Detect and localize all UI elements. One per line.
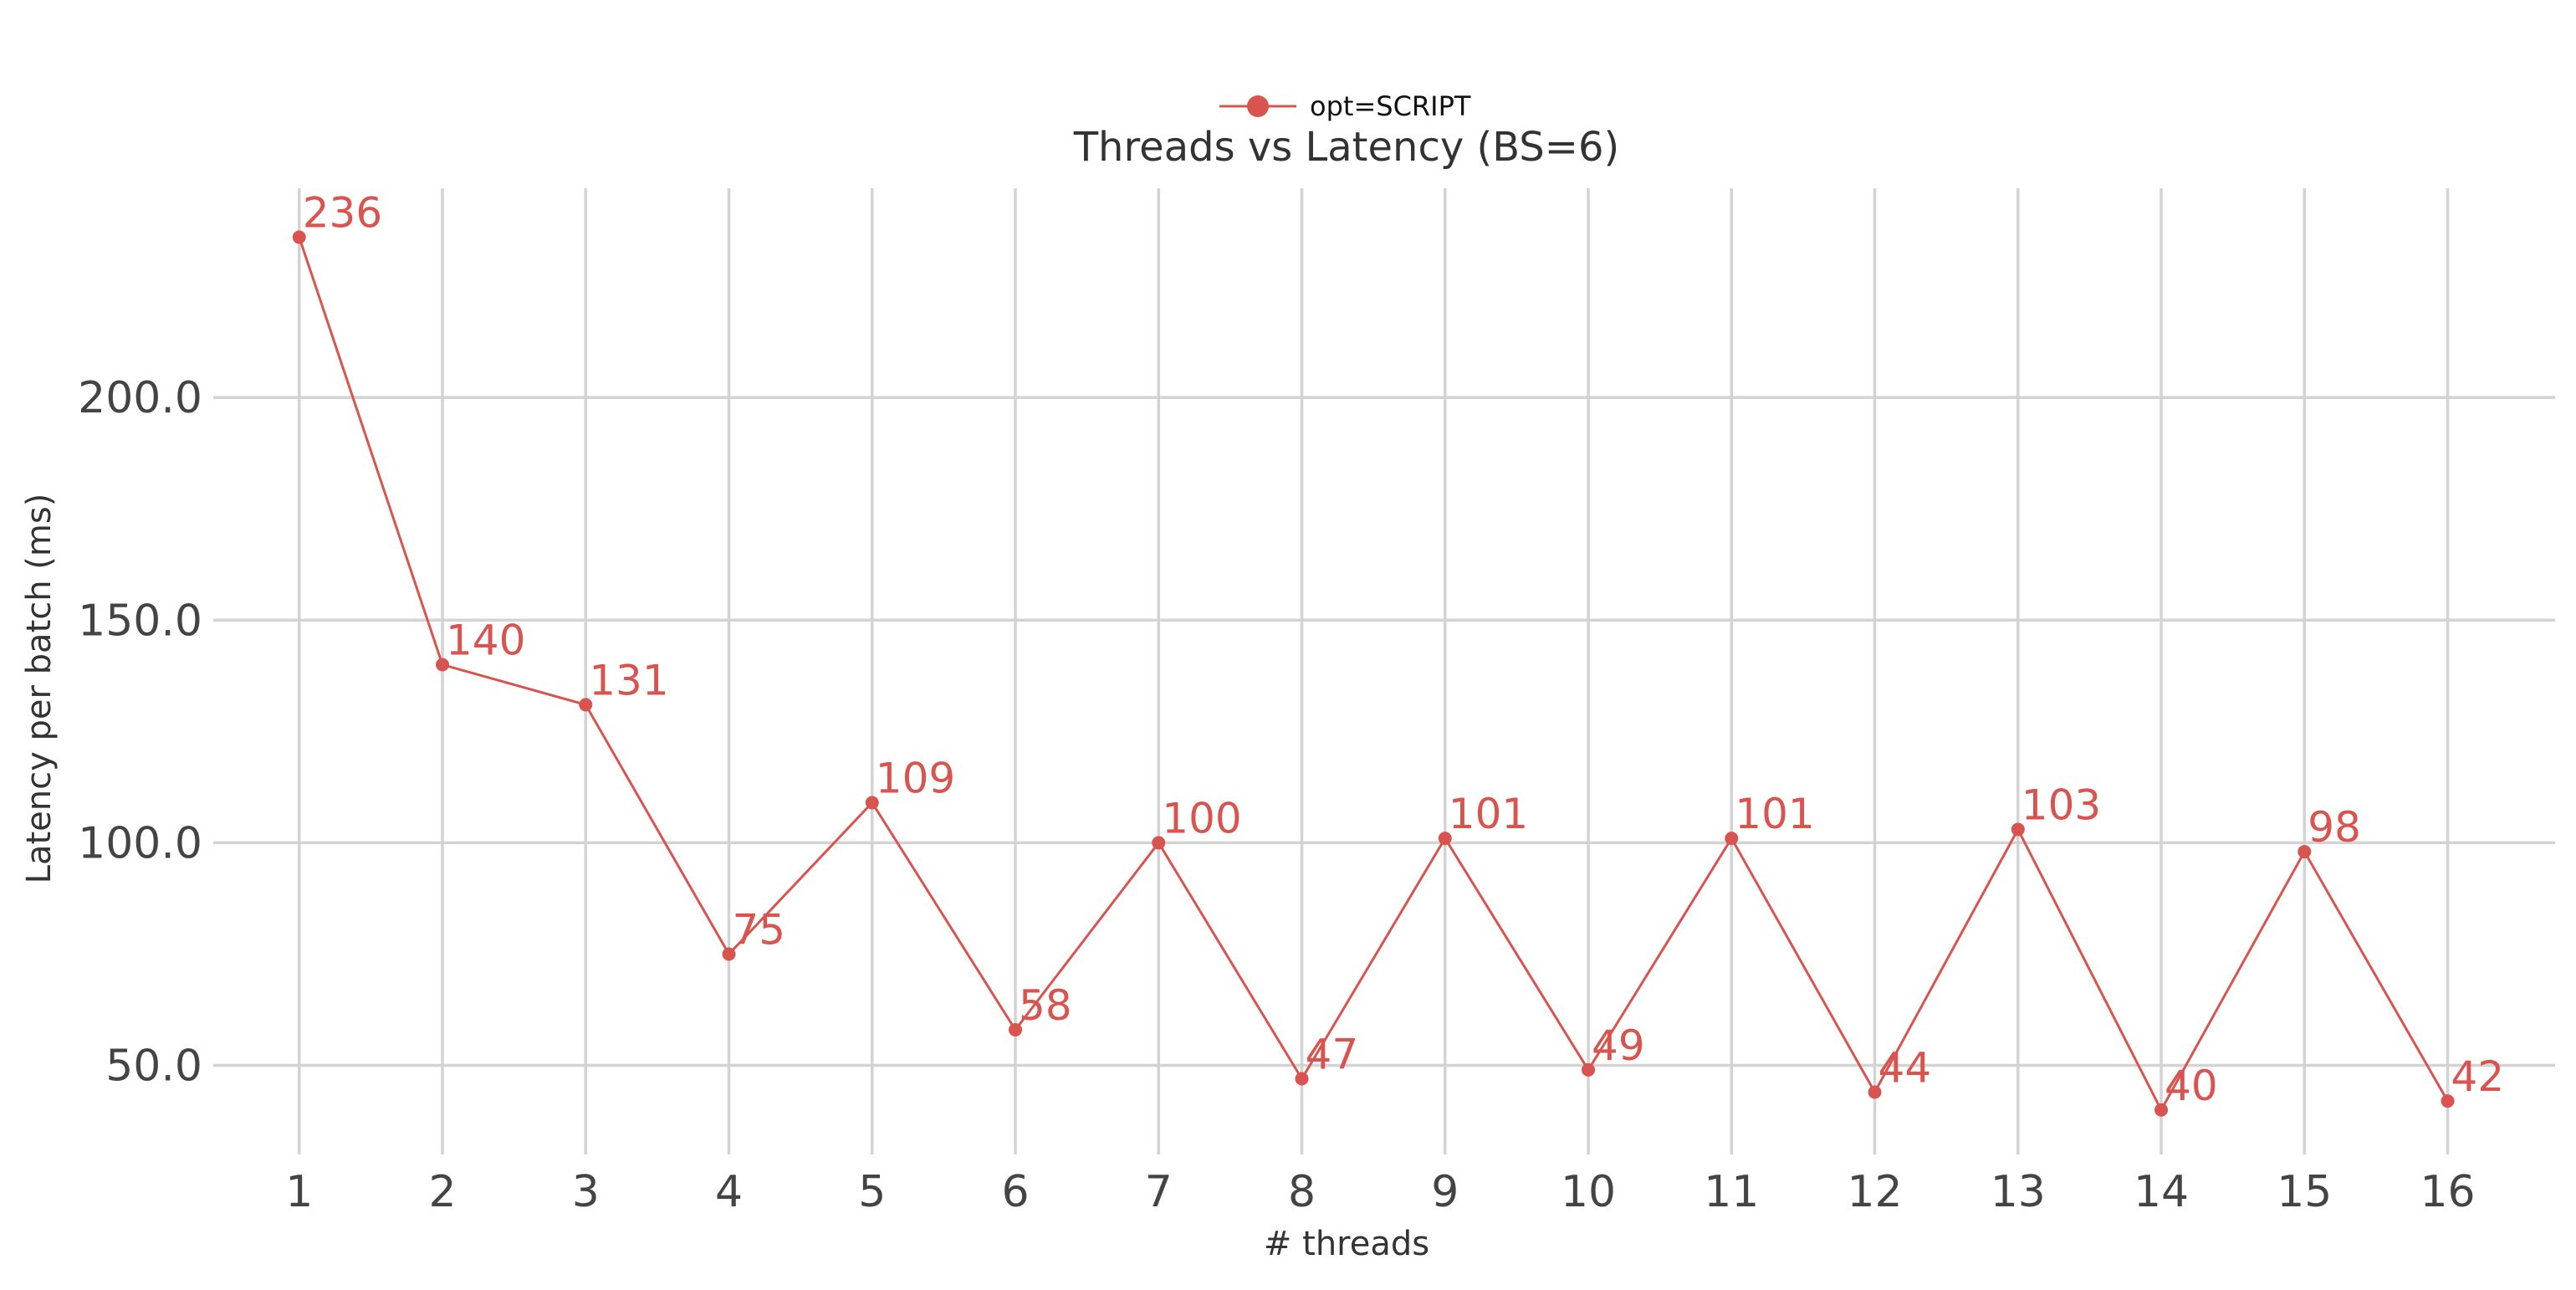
data-label: 47 xyxy=(1306,1031,1359,1079)
data-point xyxy=(1009,1022,1023,1037)
data-labels: 236 140 131 75 109 58 100 47 101 49 101 44 103 40 98 42 xyxy=(303,189,2504,1110)
data-label: 109 xyxy=(876,755,955,803)
x-tick-label: 12 xyxy=(1847,1167,1902,1217)
axis-ticks: 1 2 3 4 5 6 7 8 9 10 11 12 13 14 15 1650.0100.0150.0200… xyxy=(78,373,2476,1217)
x-tick-label: 1 xyxy=(285,1167,313,1217)
data-label: 131 xyxy=(589,656,668,704)
data-label: 40 xyxy=(2165,1062,2218,1110)
data-label: 98 xyxy=(2308,803,2361,852)
y-tick-label: 150.0 xyxy=(78,596,202,646)
legend: opt=SCRIPT xyxy=(1219,90,1471,122)
series xyxy=(292,230,2455,1117)
legend-marker-swatch xyxy=(1247,95,1269,117)
data-point xyxy=(2154,1103,2169,1117)
data-point xyxy=(2297,845,2312,859)
data-label: 44 xyxy=(1878,1043,1932,1092)
data-label: 100 xyxy=(1162,794,1241,842)
x-tick-label: 2 xyxy=(428,1167,456,1217)
data-point xyxy=(865,796,879,810)
data-point xyxy=(292,230,306,244)
chart-title: Threads vs Latency (BS=6) xyxy=(1073,124,1620,171)
x-tick-label: 6 xyxy=(1001,1167,1029,1217)
x-tick-label: 3 xyxy=(572,1167,600,1217)
x-tick-label: 14 xyxy=(2134,1167,2189,1217)
y-axis-label: Latency per batch (ms) xyxy=(20,494,59,884)
x-tick-label: 5 xyxy=(858,1167,886,1217)
y-tick-label: 100.0 xyxy=(78,818,202,868)
data-point xyxy=(1295,1072,1309,1086)
x-tick-label: 4 xyxy=(715,1167,743,1217)
x-tick-label: 11 xyxy=(1704,1167,1759,1217)
data-point xyxy=(436,658,450,672)
data-label: 58 xyxy=(1019,981,1072,1030)
x-tick-label: 9 xyxy=(1431,1167,1459,1217)
data-label: 75 xyxy=(733,905,786,954)
data-point xyxy=(722,947,736,961)
data-label: 101 xyxy=(1449,790,1528,838)
data-label: 49 xyxy=(1592,1021,1645,1070)
data-label: 42 xyxy=(2451,1052,2505,1101)
x-tick-label: 15 xyxy=(2277,1167,2332,1217)
data-point xyxy=(579,698,593,712)
grid xyxy=(213,188,2555,1154)
x-tick-label: 7 xyxy=(1145,1167,1173,1217)
y-tick-label: 50.0 xyxy=(105,1042,202,1092)
x-tick-label: 10 xyxy=(1561,1167,1616,1217)
data-point xyxy=(1725,832,1739,846)
y-tick-label: 200.0 xyxy=(78,373,202,423)
data-label: 103 xyxy=(2021,781,2101,829)
data-label: 140 xyxy=(446,617,525,665)
legend-entry: opt=SCRIPT xyxy=(1310,90,1471,122)
data-point xyxy=(1438,832,1452,846)
data-label: 101 xyxy=(1735,790,1814,838)
x-tick-label: 16 xyxy=(2420,1167,2475,1217)
series-line xyxy=(298,237,2449,1113)
data-label: 236 xyxy=(303,189,382,238)
data-point xyxy=(1868,1085,1882,1099)
x-tick-label: 13 xyxy=(1991,1167,2046,1217)
x-axis-label: # threads xyxy=(1264,1225,1429,1263)
data-point xyxy=(2441,1094,2455,1108)
data-point xyxy=(2011,822,2025,837)
x-tick-label: 8 xyxy=(1288,1167,1316,1217)
data-point xyxy=(1152,836,1166,850)
data-point xyxy=(1582,1062,1596,1077)
